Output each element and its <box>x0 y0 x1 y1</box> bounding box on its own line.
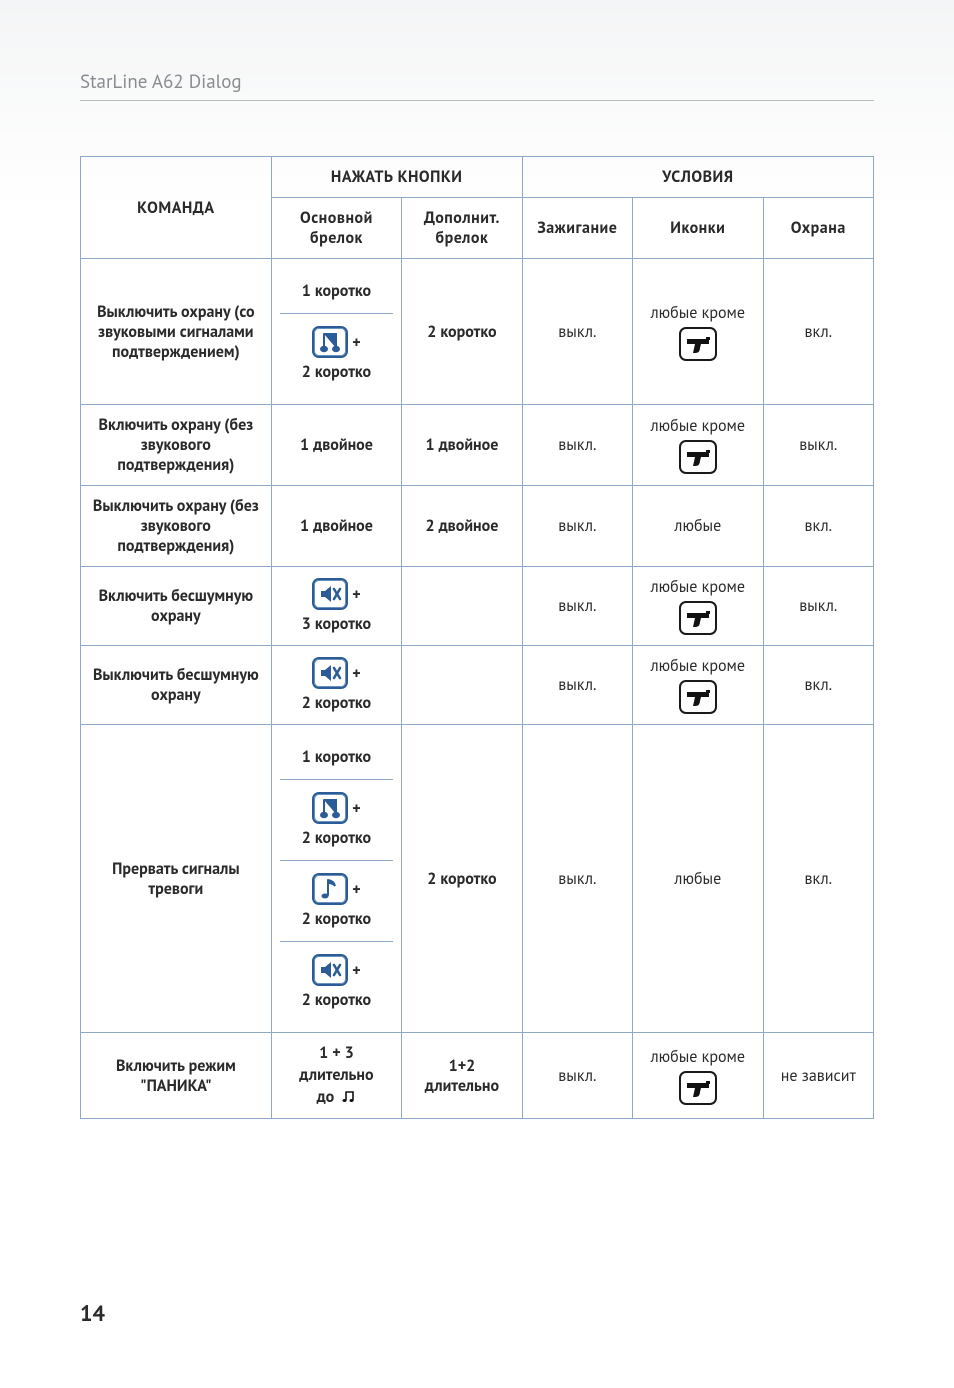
press-label: 2 коротко <box>302 828 371 848</box>
guard-cell: вкл. <box>763 259 873 405</box>
any-except-label: любые кроме <box>651 303 745 323</box>
press-label: 2 коротко <box>302 990 371 1010</box>
plus-icon: + <box>352 880 360 900</box>
pistol-icon <box>679 1071 717 1105</box>
pistol-icon <box>679 680 717 714</box>
main-cell: 1 коротко + 2 коротко <box>271 259 401 405</box>
main-sub: + 2 коротко <box>284 326 389 382</box>
main-cell: 1 коротко + 2 коротко <box>271 725 401 1033</box>
th-cond-group: УСЛОВИЯ <box>522 157 873 198</box>
table-row: Включить охрану (без звукового подтвержд… <box>81 405 874 486</box>
double-note-small-icon <box>342 1088 356 1108</box>
any-except-label: любые кроме <box>651 1047 745 1067</box>
ignition-cell: выкл. <box>522 725 632 1033</box>
any-except-label: любые кроме <box>651 416 745 436</box>
press-label: 2 коротко <box>302 909 371 929</box>
icons-cell: любые кроме <box>633 1033 763 1119</box>
double-note-icon <box>312 326 348 358</box>
aux-cell: 2 коротко <box>402 725 522 1033</box>
pistol-icon <box>679 327 717 361</box>
cmd-cell: Выключить охрану (со звуковыми сигналами… <box>81 259 272 405</box>
main-sub: 1 коротко <box>280 735 393 779</box>
mute-icon <box>312 657 348 689</box>
aux-cell: 2 коротко <box>402 259 522 405</box>
table-row: Выключить охрану (со звуковыми сигналами… <box>81 259 874 405</box>
table-row: Включить бесшумную охрану + 3 коротко вы… <box>81 567 874 646</box>
th-icons: Иконки <box>633 198 763 259</box>
th-aux: Дополнит. брелок <box>402 198 522 259</box>
ignition-cell: выкл. <box>522 1033 632 1119</box>
main-cell: 1 двойное <box>271 405 401 486</box>
cmd-cell: Прервать сигналы тревоги <box>81 725 272 1033</box>
main-sub: + 2 коротко <box>284 873 389 929</box>
press-label: 3 коротко <box>302 614 371 634</box>
guard-cell: выкл. <box>763 567 873 646</box>
header-rule <box>80 100 874 101</box>
cmd-cell: Включить режим "ПАНИКА" <box>81 1033 272 1119</box>
th-main: Основной брелок <box>271 198 401 259</box>
press-label: 2 коротко <box>302 362 371 382</box>
press-label: до <box>317 1087 357 1108</box>
main-cell: + 3 коротко <box>271 567 401 646</box>
th-press-group: НАЖАТЬ КНОПКИ <box>271 157 522 198</box>
main-sub: + 2 коротко <box>284 792 389 848</box>
cmd-cell: Включить охрану (без звукового подтвержд… <box>81 405 272 486</box>
mute-icon <box>312 578 348 610</box>
aux-cell: 1 двойное <box>402 405 522 486</box>
table-row: Выключить бесшумную охрану + 2 коротко в… <box>81 646 874 725</box>
guard-cell: вкл. <box>763 725 873 1033</box>
pistol-icon <box>679 601 717 635</box>
main-cell: + 2 коротко <box>271 646 401 725</box>
plus-icon: + <box>352 585 360 605</box>
page-header-title: StarLine A62 Dialog <box>80 70 874 94</box>
plus-icon: + <box>352 961 360 981</box>
guard-cell: выкл. <box>763 405 873 486</box>
cmd-cell: Выключить охрану (без звукового подтверж… <box>81 486 272 567</box>
ignition-cell: выкл. <box>522 567 632 646</box>
ignition-cell: выкл. <box>522 486 632 567</box>
ignition-cell: выкл. <box>522 259 632 405</box>
icons-cell: любые <box>633 725 763 1033</box>
cmd-cell: Включить бесшумную охрану <box>81 567 272 646</box>
table-row: Выключить охрану (без звукового подтверж… <box>81 486 874 567</box>
press-label: 1 + 3 <box>319 1043 354 1063</box>
ignition-cell: выкл. <box>522 405 632 486</box>
press-label: длительно <box>299 1065 373 1085</box>
icons-cell: любые кроме <box>633 405 763 486</box>
main-cell: 1 двойное <box>271 486 401 567</box>
main-sub: 1 коротко <box>280 269 393 313</box>
icons-cell: любые кроме <box>633 646 763 725</box>
main-sub: + 2 коротко <box>284 954 389 1010</box>
th-ignition: Зажигание <box>522 198 632 259</box>
single-note-icon <box>312 873 348 905</box>
guard-cell: не зависит <box>763 1033 873 1119</box>
cmd-cell: Выключить бесшумную охрану <box>81 646 272 725</box>
aux-cell <box>402 646 522 725</box>
icons-cell: любые <box>633 486 763 567</box>
any-except-label: любые кроме <box>651 577 745 597</box>
aux-cell: 1+2 длительно <box>402 1033 522 1119</box>
press-label: 2 коротко <box>302 693 371 713</box>
any-except-label: любые кроме <box>651 656 745 676</box>
pistol-icon <box>679 440 717 474</box>
ignition-cell: выкл. <box>522 646 632 725</box>
plus-icon: + <box>352 333 360 353</box>
table-row: Включить режим "ПАНИКА" 1 + 3 длительно … <box>81 1033 874 1119</box>
table-row: Прервать сигналы тревоги 1 коротко + 2 к… <box>81 725 874 1033</box>
icons-cell: любые кроме <box>633 259 763 405</box>
plus-icon: + <box>352 799 360 819</box>
page-number: 14 <box>80 1300 105 1328</box>
icons-cell: любые кроме <box>633 567 763 646</box>
commands-table: КОМАНДА НАЖАТЬ КНОПКИ УСЛОВИЯ Основной б… <box>80 156 874 1119</box>
th-guard: Охрана <box>763 198 873 259</box>
plus-icon: + <box>352 664 360 684</box>
double-note-icon <box>312 792 348 824</box>
aux-cell: 2 двойное <box>402 486 522 567</box>
guard-cell: вкл. <box>763 486 873 567</box>
main-cell: 1 + 3 длительно до <box>271 1033 401 1119</box>
guard-cell: вкл. <box>763 646 873 725</box>
aux-cell <box>402 567 522 646</box>
mute-icon <box>312 954 348 986</box>
th-command: КОМАНДА <box>81 157 272 259</box>
